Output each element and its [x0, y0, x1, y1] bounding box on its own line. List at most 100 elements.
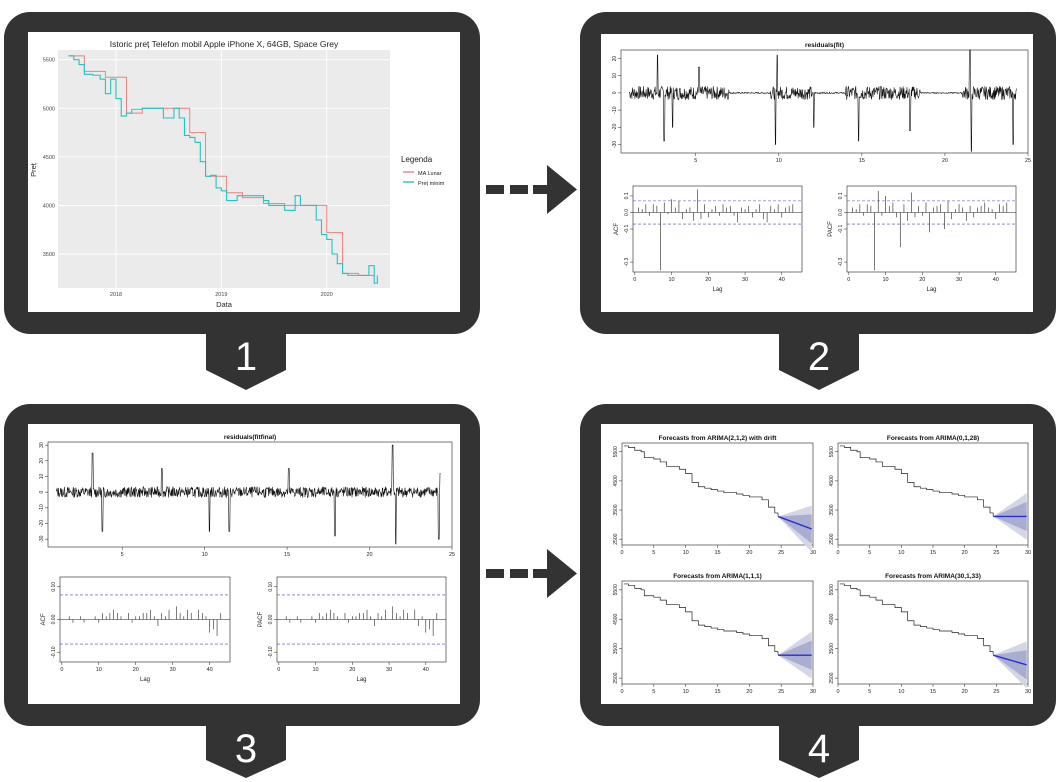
step-4-forecast-4-x-tick-2: 10: [898, 689, 904, 695]
step-4-forecast-4-x-tick-3: 15: [930, 689, 936, 695]
step-2-pacf-x-tick-4: 40: [993, 277, 999, 283]
step-4-forecast-4-x-tick-6: 30: [1025, 689, 1031, 695]
step-2-residuals-y-tick-4: 10: [612, 73, 618, 79]
step-4-number: 4: [808, 727, 830, 771]
step-1-gridlines: [58, 50, 390, 288]
step-2-pacf-x-tick-1: 10: [883, 277, 889, 283]
step-3-acf-x-tick-4: 40: [207, 667, 213, 673]
step-1-x-label: Data: [216, 300, 233, 309]
step-1-y-tick-2: 4500: [43, 155, 55, 161]
arrow-dash: [510, 185, 528, 194]
step-2-acf-y-tick-1: -0.1: [624, 224, 630, 233]
step-3-acf-x-tick-3: 30: [170, 667, 176, 673]
step-4-forecast-3-x-tick-2: 10: [683, 689, 689, 695]
step-2-acf-x-tick-3: 30: [742, 277, 748, 283]
step-4-forecast-2-y-tick-1: 3500: [829, 504, 835, 515]
step-4-forecast-3-title: Forecasts from ARIMA(1,1,1): [673, 573, 762, 580]
step-1-x-tick-2: 2020: [321, 292, 333, 298]
step-2-pacf-x-label: Lag: [926, 287, 936, 293]
step-4-forecast-4-x-tick-1: 5: [868, 689, 871, 695]
step-4-forecast-3-x-tick-1: 5: [652, 689, 655, 695]
step-3-residuals-y-tick-2: -10: [39, 504, 45, 511]
step-1-legend: Legenda MA Lunar Preț minim: [401, 155, 445, 187]
step-3-pacf-x-tick-1: 10: [313, 667, 319, 673]
step-3-residuals-x-tick-0: 5: [121, 552, 124, 558]
step-2-number: 2: [808, 335, 830, 379]
step-4-forecast-1-band-80: [777, 514, 812, 544]
step-4-forecast-2-history: [839, 445, 994, 516]
step-4-forecast-2-x-tick-3: 15: [930, 550, 936, 556]
step-4-forecast-2-x-tick-4: 20: [962, 550, 968, 556]
step-1-series-pret-minim: [68, 55, 378, 284]
step-3-acf-y-tick-0: -0.10: [51, 646, 57, 658]
step-4-forecast-2-y-tick-2: 4500: [829, 475, 835, 486]
arrow-step-3-to-4: [486, 549, 577, 598]
step-4-forecast-4-history: [839, 583, 994, 655]
step-4-charts: Forecasts from ARIMA(2,1,2) with drift 25…: [613, 435, 1031, 695]
step-1-x-tick-0: 2018: [110, 292, 122, 298]
step-4-forecast-3-history: [623, 583, 779, 655]
step-4-forecast-2-x-tick-2: 10: [898, 550, 904, 556]
step-2-panel: 2 residuals(fit) -30 -20 -10 0 10 20 5 10 15 20 25 -…: [580, 12, 1056, 390]
step-2-pacf-y-tick-3: 0.1: [838, 192, 844, 199]
step-2-acf-x-tick-2: 20: [705, 277, 711, 283]
step-4-forecast-2-x-tick-5: 25: [993, 550, 999, 556]
step-4-forecast-1-x-tick-0: 0: [620, 550, 623, 556]
step-4-forecast-1-x-tick-2: 10: [683, 550, 689, 556]
step-2-residuals-y-tick-1: -20: [612, 123, 618, 130]
step-4-forecast-1-y-tick-0: 2500: [613, 533, 619, 544]
step-4-forecast-2-y-tick-0: 2500: [829, 533, 835, 544]
step-4-forecast-4-forecast-line: [992, 654, 1027, 666]
arrow-dash: [486, 569, 504, 578]
step-3-pacf-x-tick-0: 0: [277, 667, 280, 673]
step-1-x-ticks: 2018 2019 2020: [110, 292, 333, 298]
step-4-forecast-1-y-tick-3: 5500: [613, 446, 619, 457]
step-3-residuals-x-tick-3: 20: [366, 552, 372, 558]
step-4-forecast-4-title: Forecasts from ARIMA(30,1,33): [885, 573, 981, 580]
step-2-residuals-y-tick-3: 0: [612, 91, 618, 94]
step-4-screen: [601, 424, 1033, 704]
step-2-pacf-x-tick-0: 0: [847, 277, 850, 283]
step-4-forecast-4-y-tick-0: 2500: [829, 672, 835, 683]
step-4-forecast-3-x-tick-3: 15: [714, 689, 720, 695]
step-4-forecast-1-title: Forecasts from ARIMA(2,1,2) with drift: [659, 435, 778, 442]
step-2-residuals-x-tick-2: 15: [859, 158, 865, 164]
step-2-acf-y-tick-3: 0.1: [624, 192, 630, 199]
step-2-screen: [601, 34, 1033, 312]
arrow-dash: [486, 185, 504, 194]
step-2-acf-x-tick-4: 40: [779, 277, 785, 283]
step-2-acf-x-label: Lag: [712, 287, 722, 293]
step-1-legend-title: Legenda: [401, 155, 433, 164]
step-3-acf-y-tick-1: 0.00: [51, 614, 57, 624]
step-2-residuals-x-tick-4: 25: [1025, 158, 1031, 164]
step-3-acf-x-tick-0: 0: [60, 667, 63, 673]
step-4-forecast-1-x-tick-3: 15: [714, 550, 720, 556]
arrow-dash: [533, 569, 547, 578]
step-3-pacf-y-label: PACF: [258, 611, 264, 627]
step-2-residuals-x-tick-1: 10: [776, 158, 782, 164]
step-2-residuals-frame: [620, 49, 1029, 154]
step-4-panel: 4 Forecasts from ARIMA(2,1,2) with drift…: [580, 404, 1056, 778]
step-4-forecast-3-x-tick-6: 30: [810, 689, 816, 695]
step-2-acf-y-tick-2: 0.0: [624, 209, 630, 216]
step-4-forecast-2-title: Forecasts from ARIMA(0,1,28): [887, 435, 979, 442]
step-2-acf-y-label: ACF: [614, 223, 620, 235]
step-2-pacf-y-tick-0: -0.3: [838, 258, 844, 267]
step-4-forecast-2-x-tick-1: 5: [868, 550, 871, 556]
step-4-forecast-1-x-tick-4: 20: [746, 550, 752, 556]
step-2-residuals-series: [629, 49, 1017, 152]
step-4-forecast-3-y-tick-1: 3500: [613, 643, 619, 654]
step-3-pacf-y-tick-2: 0.10: [268, 582, 274, 592]
step-1-y-tick-1: 4000: [43, 203, 55, 209]
step-3-acf-x-tick-1: 10: [96, 667, 102, 673]
step-1-legend-ma: MA Lunar: [418, 171, 442, 177]
step-2-pacf-y-tick-2: 0.0: [838, 209, 844, 216]
step-2-acf-x-tick-0: 0: [633, 277, 636, 283]
step-2-residuals-x-tick-3: 20: [942, 158, 948, 164]
step-2-pacf-x-tick-3: 30: [956, 277, 962, 283]
step-3-pacf-x-tick-2: 20: [349, 667, 355, 673]
step-3-residuals-frame: [47, 441, 453, 548]
step-4-forecast-1-x-tick-1: 5: [652, 550, 655, 556]
step-3-pacf-x-tick-4: 40: [423, 667, 429, 673]
